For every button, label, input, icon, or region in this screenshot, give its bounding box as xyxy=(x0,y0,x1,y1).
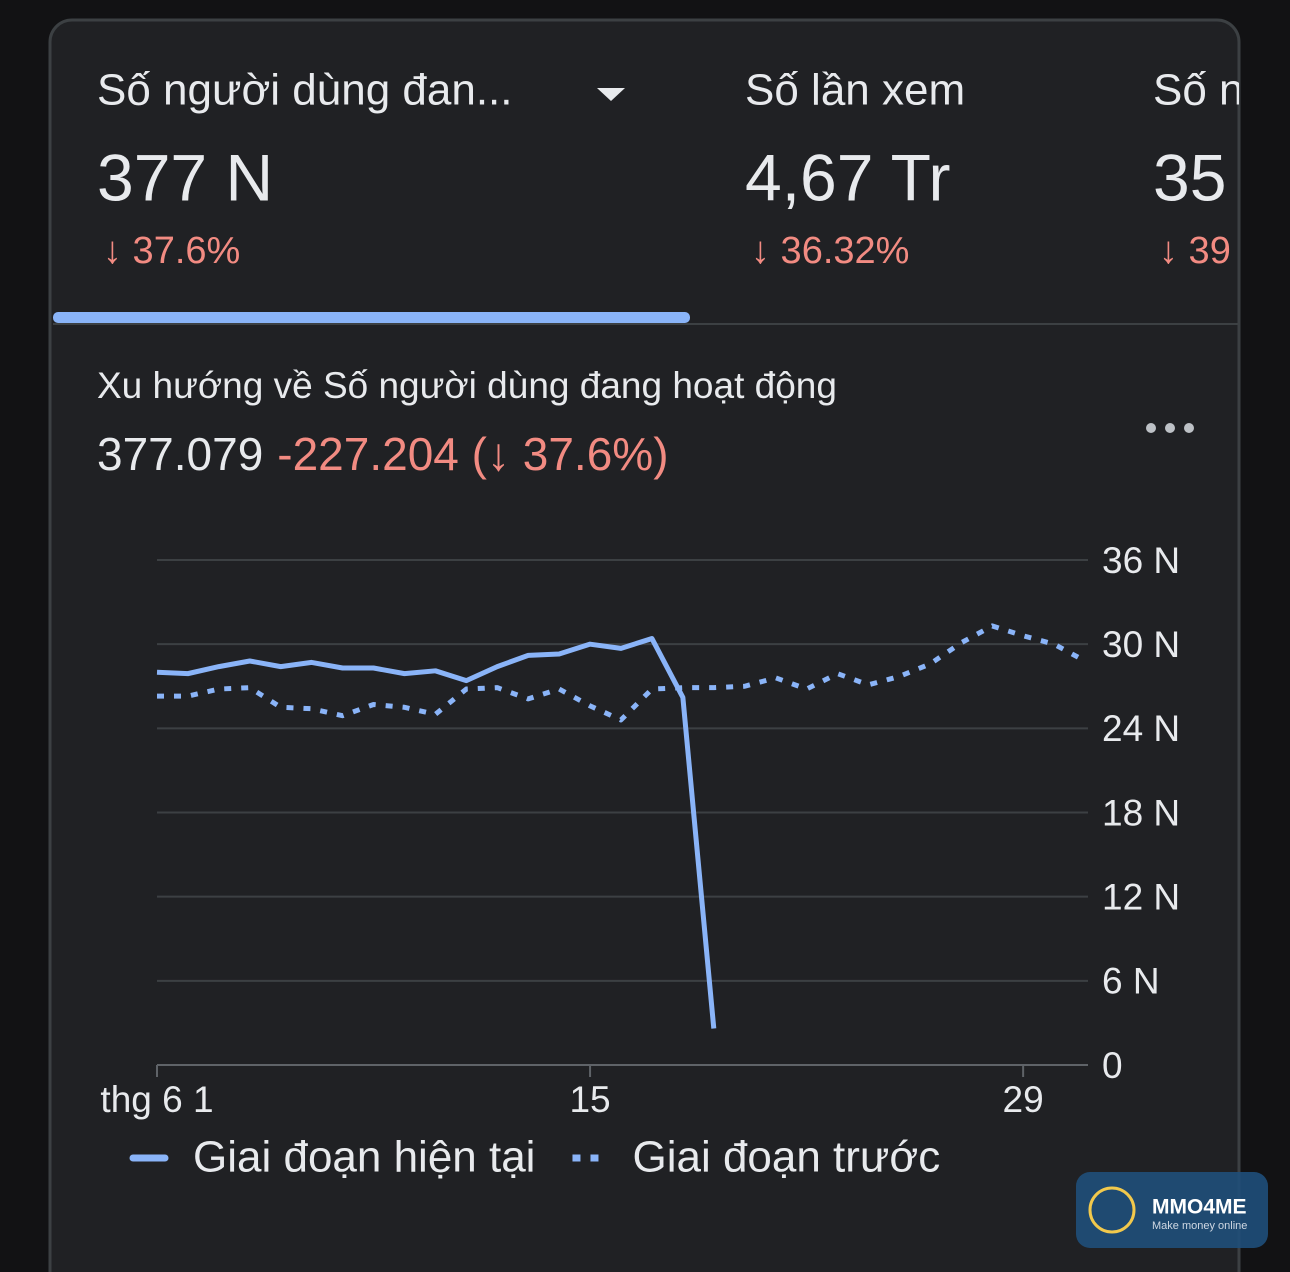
chart-title: Xu hướng về Số người dùng đang hoạt động xyxy=(97,365,837,406)
legend-label: Giai đoạn hiện tại xyxy=(193,1133,535,1182)
y-tick-label: 36 N xyxy=(1102,540,1180,581)
tab-change: ↓ 36.32% xyxy=(751,230,909,272)
x-tick-label: thg 6 1 xyxy=(100,1079,213,1120)
y-tick-label: 18 N xyxy=(1102,792,1180,833)
watermark-icon xyxy=(1088,1186,1136,1234)
tab-change: ↓ 39 xyxy=(1159,230,1231,272)
menu-dot[interactable] xyxy=(1184,423,1194,433)
y-tick-label: 24 N xyxy=(1102,708,1180,749)
tab-label[interactable]: Số n xyxy=(1153,66,1244,115)
y-tick-label: 0 xyxy=(1102,1045,1123,1086)
menu-dot[interactable] xyxy=(1165,423,1175,433)
legend-label: Giai đoạn trước xyxy=(632,1133,940,1182)
tab-value: 377 N xyxy=(97,140,273,214)
watermark: MMO4ME Make money online xyxy=(1076,1172,1268,1248)
x-tick-label: 15 xyxy=(569,1079,610,1120)
chart-delta: -227.204 (↓ 37.6%) xyxy=(277,428,668,480)
menu-dot[interactable] xyxy=(1146,423,1156,433)
tab-label[interactable]: Số lần xem xyxy=(745,66,965,115)
y-tick-label: 6 N xyxy=(1102,961,1160,1002)
tab-label[interactable]: Số người dùng đan... xyxy=(97,66,513,115)
card xyxy=(48,18,1241,1272)
watermark-tagline: Make money online xyxy=(1152,1220,1247,1232)
y-tick-label: 12 N xyxy=(1102,876,1180,917)
chart-value: 377.079 xyxy=(97,428,263,480)
series-line xyxy=(157,623,1087,723)
watermark-name: MMO4ME xyxy=(1152,1196,1247,1219)
tab-value: 4,67 Tr xyxy=(745,140,950,214)
y-tick-label: 30 N xyxy=(1102,624,1180,665)
x-tick-label: 29 xyxy=(1003,1079,1044,1120)
dropdown-arrow[interactable] xyxy=(597,88,625,101)
tab-value: 35 xyxy=(1153,140,1226,214)
tab-indicator xyxy=(53,312,690,323)
series-line xyxy=(156,636,717,1029)
tab-change: ↓ 37.6% xyxy=(103,230,240,272)
card-content: Xu hướng về Số người dùng đang hoạt động… xyxy=(53,66,1244,1182)
